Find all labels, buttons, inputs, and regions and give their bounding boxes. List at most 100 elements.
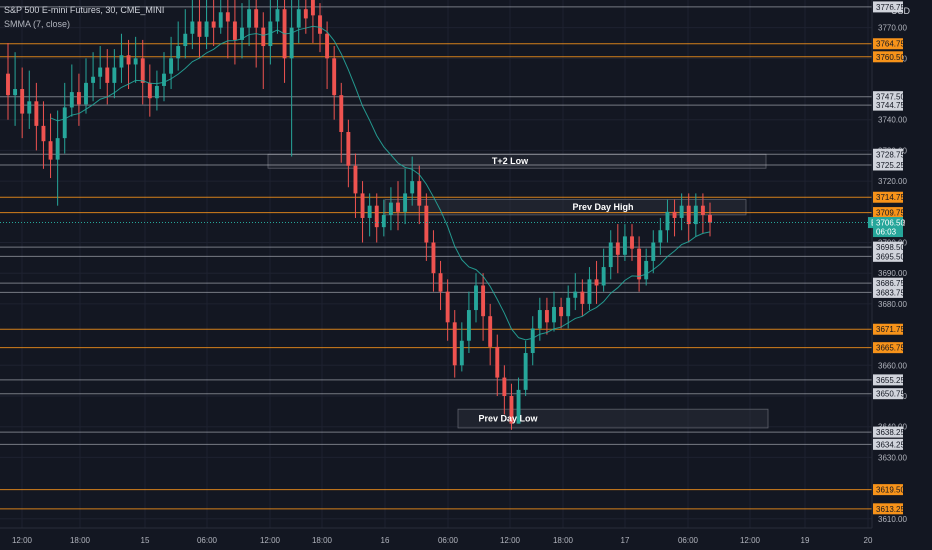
price-axis[interactable]: 3770.003760.003740.003730.003720.003700.… — [871, 0, 932, 550]
smma-polyline — [50, 25, 711, 341]
time-tick-label: 12:00 — [500, 536, 521, 545]
candle-body — [559, 306, 564, 317]
price-level-label: 3728.75 — [876, 150, 905, 159]
candle-body — [665, 211, 670, 231]
price-level-badge — [873, 426, 903, 438]
candle-body — [48, 141, 53, 160]
price-level-badge — [873, 286, 903, 298]
price-tick-label: 3680.00 — [878, 300, 907, 309]
price-level-label: 3698.50 — [876, 243, 905, 252]
candle-body — [459, 340, 464, 366]
candle-body — [374, 205, 379, 228]
candle-body — [325, 33, 330, 59]
candle-body — [360, 193, 365, 218]
candle-body — [651, 242, 656, 261]
candle-body — [679, 205, 684, 218]
price-level-label: 3619.50 — [876, 486, 905, 495]
symbol-title: S&P 500 E-mini Futures, 30, CME_MINI — [4, 5, 165, 15]
candle-body — [488, 316, 493, 347]
price-level-label: 3686.75 — [876, 279, 905, 288]
candle-body — [523, 353, 528, 390]
candle-body — [162, 73, 166, 86]
candle-body — [630, 236, 634, 249]
candle-body — [403, 193, 408, 212]
price-level-label: 3613.25 — [876, 505, 905, 514]
candle-body — [176, 46, 181, 59]
price-level-badge — [873, 207, 903, 219]
candle-body — [6, 73, 10, 96]
time-tick-label: 06:00 — [678, 536, 699, 545]
candle-body — [502, 377, 507, 396]
zone-box — [384, 199, 747, 216]
candle-body — [55, 138, 60, 160]
candle-body — [537, 310, 542, 329]
price-level-label: 3650.75 — [876, 390, 905, 399]
candle-body — [20, 89, 25, 114]
candle-body — [410, 181, 415, 194]
price-level-badge — [873, 438, 903, 450]
candle-body — [310, 0, 315, 16]
candle-body — [580, 291, 585, 304]
currency-label: USD — [890, 6, 910, 16]
price-tick-label: 3770.00 — [878, 24, 907, 33]
candle-body — [147, 82, 152, 99]
candle-body — [644, 260, 649, 280]
grid — [0, 0, 872, 528]
price-level-badge — [873, 99, 903, 111]
candle-body — [254, 9, 259, 28]
time-axis[interactable]: 12:00 18:00 15 06:00 12:00 18:00 16 06:00 12:00 1… — [0, 527, 873, 545]
candles — [6, 0, 712, 430]
price-level-label: 3744.75 — [876, 101, 905, 110]
price-level-badge — [873, 484, 903, 496]
candle-body — [388, 202, 393, 215]
candle-body — [601, 267, 606, 286]
candle-body — [417, 181, 422, 206]
candle-body — [622, 236, 627, 255]
time-tick-label: 12:00 — [740, 536, 761, 545]
price-level-label: 3671.75 — [876, 325, 905, 334]
price-level-badge — [873, 277, 903, 289]
price-tick-label: 3660.00 — [878, 361, 907, 370]
candle-body — [303, 9, 308, 19]
candle-body — [318, 15, 322, 34]
candle-body — [530, 328, 535, 354]
candle-body — [587, 279, 592, 304]
candle-body — [481, 285, 486, 317]
candle-body — [211, 21, 216, 28]
candle-body — [367, 205, 372, 218]
candle-body — [140, 58, 145, 83]
candle-body — [693, 205, 698, 225]
price-tick-label: 3630.00 — [878, 453, 907, 462]
candle-body — [700, 205, 705, 215]
candle-body — [452, 322, 457, 366]
time-tick-label: 06:00 — [438, 536, 459, 545]
candle-body — [346, 132, 351, 166]
candle-body — [197, 21, 202, 37]
candle-body — [133, 58, 138, 65]
indicator-label: SMMA (7, close) — [4, 19, 71, 29]
candle-body — [62, 107, 67, 139]
price-level-label: 3695.50 — [876, 252, 905, 261]
candle-body — [431, 242, 436, 274]
price-level-label: 3638.25 — [876, 428, 905, 437]
candle-body — [509, 396, 514, 424]
zone-label: T+2 Low — [492, 156, 529, 166]
current-price-badge — [873, 217, 903, 238]
price-level-label: 3714.75 — [876, 193, 905, 202]
candle-body — [84, 82, 88, 105]
candle-body — [573, 291, 578, 298]
candle-body — [686, 205, 691, 225]
price-level-label: 3683.75 — [876, 288, 905, 297]
candle-body — [474, 285, 478, 311]
price-tick-label: 3720.00 — [878, 177, 907, 186]
candle-body — [27, 101, 32, 114]
price-level-label: 3747.50 — [876, 93, 905, 102]
price-level-label: 3655.25 — [876, 376, 905, 385]
candle-body — [495, 346, 500, 378]
time-tick-label: 06:00 — [197, 536, 218, 545]
price-level-label: 3764.75 — [876, 40, 905, 49]
zone-label: Prev Day High — [572, 202, 633, 212]
candle-body — [615, 242, 620, 255]
candle-body — [396, 202, 400, 212]
